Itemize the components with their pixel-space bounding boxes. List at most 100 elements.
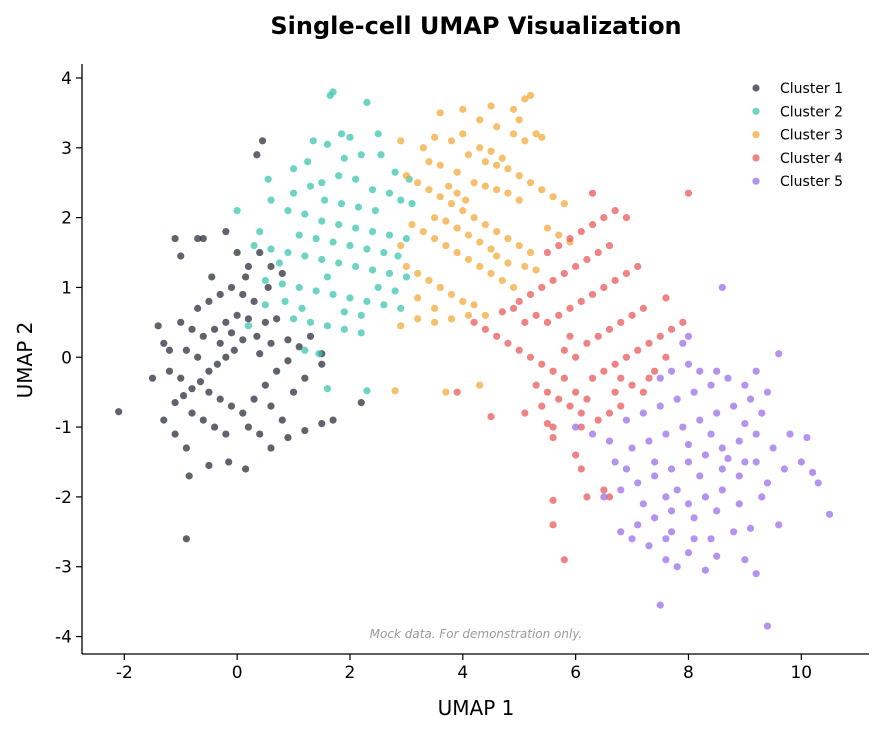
- scatter-point: [459, 130, 467, 138]
- scatter-point: [667, 325, 676, 333]
- scatter-point: [515, 346, 523, 354]
- scatter-point: [267, 402, 275, 410]
- scatter-point: [363, 98, 371, 107]
- scatter-point: [684, 332, 693, 340]
- scatter-point: [476, 238, 484, 246]
- scatter-point: [741, 381, 749, 389]
- scatter-point: [662, 353, 670, 361]
- scatter-point: [264, 283, 272, 292]
- scatter-point: [453, 388, 461, 396]
- scatter-point: [340, 154, 348, 162]
- scatter-point: [543, 318, 552, 326]
- scatter-point: [397, 196, 405, 204]
- scatter-point: [222, 430, 230, 438]
- scatter-point: [611, 388, 619, 396]
- scatter-point: [261, 381, 269, 389]
- scatter-point: [419, 227, 427, 236]
- scatter-point: [309, 137, 317, 145]
- scatter-point: [442, 217, 450, 225]
- scatter-point: [617, 486, 625, 494]
- legend-marker: [752, 131, 760, 139]
- scatter-point: [284, 207, 292, 215]
- x-tick-label: 2: [345, 663, 356, 683]
- scatter-point: [509, 105, 518, 113]
- scatter-point: [493, 252, 501, 260]
- scatter-point: [730, 528, 738, 536]
- x-tick-label: 10: [790, 663, 812, 683]
- scatter-point: [295, 283, 303, 292]
- scatter-point: [289, 388, 298, 396]
- scatter-point: [208, 273, 216, 281]
- scatter-point: [549, 496, 557, 504]
- scatter-point: [645, 339, 653, 347]
- y-tick-label: -1: [55, 418, 72, 438]
- scatter-point: [323, 385, 332, 393]
- scatter-point: [752, 570, 760, 578]
- scatter-point: [611, 207, 619, 215]
- scatter-point: [419, 144, 427, 152]
- scatter-point: [600, 214, 608, 222]
- scatter-point: [267, 196, 275, 204]
- scatter-point: [315, 350, 323, 358]
- scatter-point: [470, 318, 478, 326]
- scatter-point: [346, 133, 354, 141]
- scatter-point: [216, 290, 224, 299]
- series-1: [115, 137, 365, 543]
- legend-marker: [752, 154, 760, 162]
- scatter-point: [572, 423, 580, 431]
- scatter-point: [374, 283, 382, 292]
- scatter-point: [651, 458, 659, 466]
- scatter-point: [718, 465, 726, 473]
- scatter-point: [622, 269, 631, 278]
- scatter-point: [442, 241, 450, 250]
- scatter-point: [487, 147, 495, 155]
- scatter-point: [656, 332, 664, 340]
- scatter-point: [306, 182, 315, 190]
- scatter-point: [560, 374, 568, 382]
- scatter-point: [171, 399, 179, 407]
- scatter-point: [289, 165, 298, 173]
- scatter-point: [538, 283, 546, 292]
- scatter-point: [391, 168, 399, 176]
- x-tick-label: 6: [570, 663, 581, 683]
- scatter-point: [346, 241, 354, 250]
- scatter-point: [572, 451, 580, 459]
- scatter-point: [775, 350, 783, 358]
- scatter-point: [301, 374, 309, 382]
- scatter-point: [543, 248, 552, 257]
- scatter-point: [462, 196, 470, 204]
- scatter-point: [617, 528, 625, 536]
- scatter-point: [634, 346, 642, 354]
- scatter-point: [487, 102, 495, 110]
- scatter-point: [487, 413, 495, 421]
- scatter-point: [385, 231, 394, 239]
- scatter-point: [521, 137, 529, 145]
- scatter-point: [684, 440, 693, 449]
- scatter-point: [216, 339, 224, 347]
- scatter-point: [425, 276, 433, 285]
- scatter-point: [447, 137, 456, 145]
- scatter-point: [391, 287, 399, 295]
- scatter-point: [414, 315, 422, 323]
- scatter-point: [261, 318, 269, 326]
- scatter-point: [718, 444, 726, 452]
- scatter-point: [622, 416, 631, 424]
- scatter-point: [318, 217, 326, 225]
- scatter-point: [225, 458, 233, 466]
- scatter-point: [825, 510, 834, 518]
- y-tick-label: -3: [55, 558, 72, 578]
- scatter-point: [594, 416, 602, 424]
- scatter-point: [622, 353, 631, 361]
- scatter-point: [560, 269, 568, 278]
- scatter-point: [447, 315, 456, 323]
- scatter-point: [521, 262, 529, 271]
- scatter-point: [284, 248, 292, 257]
- scatter-point: [304, 158, 312, 166]
- scatter-point: [340, 325, 348, 333]
- scatter-point: [402, 273, 410, 281]
- scatter-point: [459, 297, 467, 305]
- scatter-point: [391, 387, 399, 395]
- scatter-point: [216, 395, 224, 403]
- scatter-point: [532, 381, 540, 389]
